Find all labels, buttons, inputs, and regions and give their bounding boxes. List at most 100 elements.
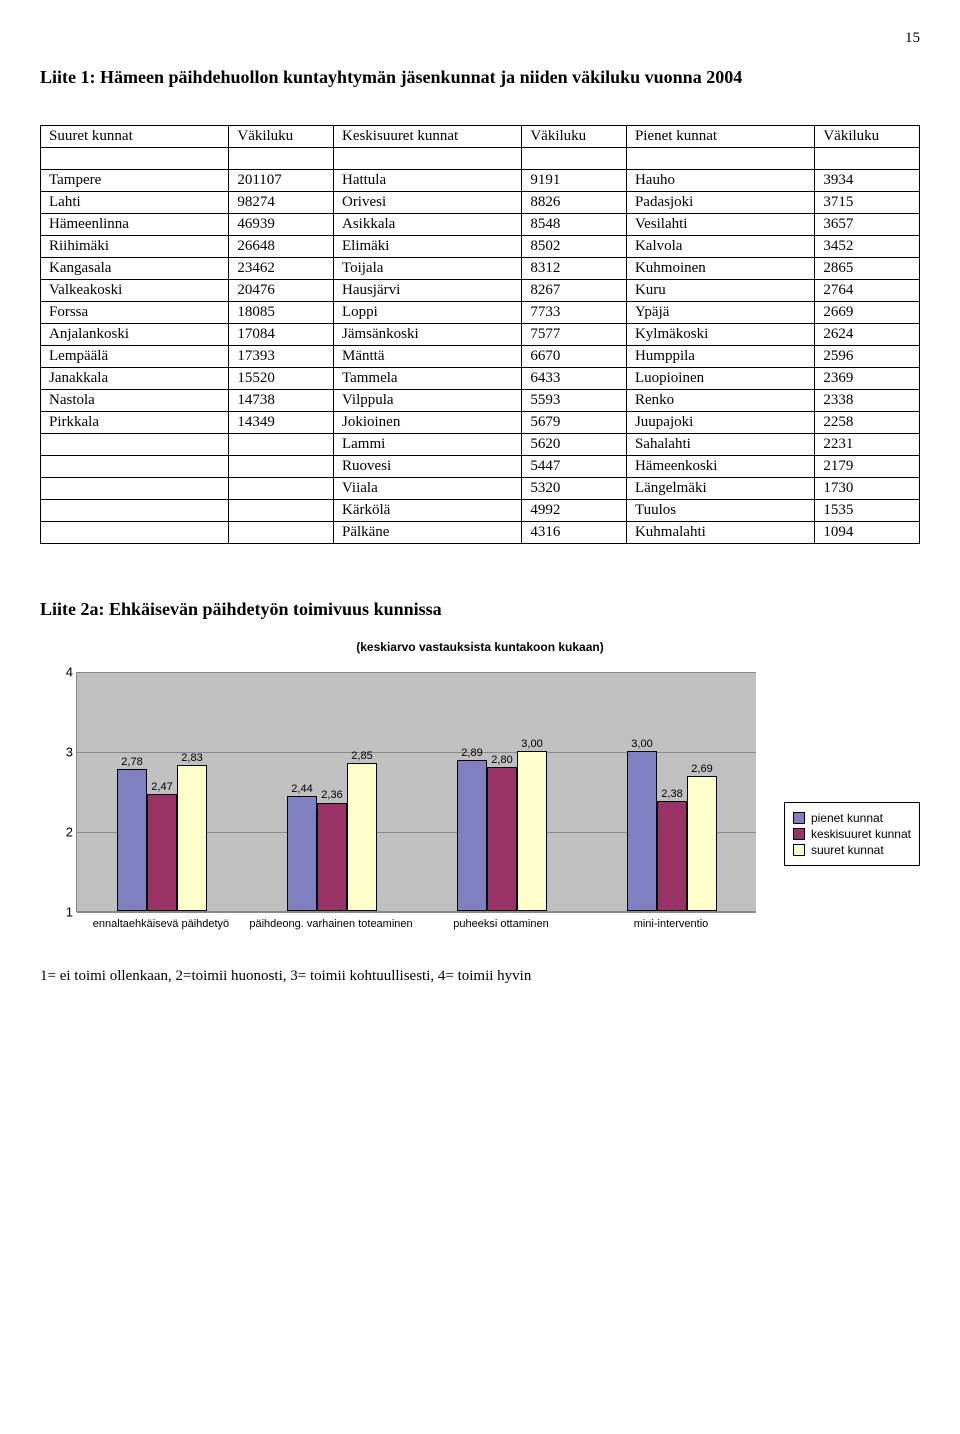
legend-swatch [793, 812, 805, 824]
table-cell [333, 148, 521, 170]
y-tick-label: 2 [55, 825, 73, 840]
table-cell: Viiala [333, 478, 521, 500]
table-row: Kärkölä4992Tuulos1535 [41, 500, 920, 522]
table-cell: Renko [626, 390, 814, 412]
chart-plot: 12342,782,472,832,442,362,852,892,803,00… [76, 672, 756, 912]
table-cell: Kangasala [41, 258, 229, 280]
bar [457, 760, 487, 911]
bar [147, 794, 177, 912]
bar [287, 796, 317, 911]
table-cell [229, 148, 334, 170]
table-cell: 9191 [522, 170, 627, 192]
table-row: Janakkala15520Tammela6433Luopioinen2369 [41, 368, 920, 390]
table-cell: 201107 [229, 170, 334, 192]
table-cell [41, 478, 229, 500]
table-cell: Juupajoki [626, 412, 814, 434]
table-cell: 7733 [522, 302, 627, 324]
table-cell [229, 478, 334, 500]
table-row: Viiala5320Längelmäki1730 [41, 478, 920, 500]
bar-value-label: 2,69 [682, 763, 722, 775]
table-cell: 2669 [815, 302, 920, 324]
table-cell: 2596 [815, 346, 920, 368]
table-cell: Valkeakoski [41, 280, 229, 302]
table-cell: 4316 [522, 522, 627, 544]
gridline [77, 672, 756, 673]
table-cell: 18085 [229, 302, 334, 324]
table-header-cell: Väkiluku [229, 126, 334, 148]
liite1-table: Suuret kunnatVäkilukuKeskisuuret kunnatV… [40, 125, 920, 544]
x-axis-label: ennaltaehkäisevä päihdetyö [76, 918, 246, 931]
table-row: Valkeakoski20476Hausjärvi8267Kuru2764 [41, 280, 920, 302]
x-axis-label: päihdeong. varhainen toteaminen [246, 918, 416, 931]
table-cell: Ruovesi [333, 456, 521, 478]
bar [517, 751, 547, 911]
table-cell: Lempäälä [41, 346, 229, 368]
table-cell: 15520 [229, 368, 334, 390]
table-cell: Lahti [41, 192, 229, 214]
legend-swatch [793, 844, 805, 856]
table-cell: Loppi [333, 302, 521, 324]
table-cell: Janakkala [41, 368, 229, 390]
table-cell: 6670 [522, 346, 627, 368]
table-cell: 8267 [522, 280, 627, 302]
table-cell: 8548 [522, 214, 627, 236]
table-cell: Jokioinen [333, 412, 521, 434]
table-cell: Hattula [333, 170, 521, 192]
table-cell: 3657 [815, 214, 920, 236]
table-cell [229, 434, 334, 456]
table-cell: Lammi [333, 434, 521, 456]
table-cell [41, 500, 229, 522]
chart-footnote: 1= ei toimi ollenkaan, 2=toimii huonosti… [40, 968, 920, 985]
table-cell [229, 456, 334, 478]
table-cell: 2369 [815, 368, 920, 390]
table-cell: 3715 [815, 192, 920, 214]
bar-value-label: 2,85 [342, 750, 382, 762]
table-cell: Kuhmalahti [626, 522, 814, 544]
bar-value-label: 3,00 [512, 738, 552, 750]
table-cell: 1094 [815, 522, 920, 544]
table-row: Lempäälä17393Mänttä6670Humppila2596 [41, 346, 920, 368]
table-cell [229, 500, 334, 522]
table-cell: Sahalahti [626, 434, 814, 456]
table-cell: Vilppula [333, 390, 521, 412]
table-cell: Hausjärvi [333, 280, 521, 302]
bar [177, 765, 207, 911]
table-cell: Toijala [333, 258, 521, 280]
legend-item: pienet kunnat [793, 811, 911, 825]
legend-swatch [793, 828, 805, 840]
table-header-row: Suuret kunnatVäkilukuKeskisuuret kunnatV… [41, 126, 920, 148]
table-cell: Asikkala [333, 214, 521, 236]
table-cell: 2179 [815, 456, 920, 478]
table-row: Riihimäki26648Elimäki8502Kalvola3452 [41, 236, 920, 258]
table-cell: 3452 [815, 236, 920, 258]
table-cell: 2764 [815, 280, 920, 302]
table-cell [41, 434, 229, 456]
table-row: Ruovesi5447Hämeenkoski2179 [41, 456, 920, 478]
table-cell [41, 456, 229, 478]
bar-value-label: 2,38 [652, 788, 692, 800]
table-cell: 2231 [815, 434, 920, 456]
table-cell: 17393 [229, 346, 334, 368]
table-cell [229, 522, 334, 544]
table-row: Anjalankoski17084Jämsänkoski7577Kylmäkos… [41, 324, 920, 346]
table-cell: 4992 [522, 500, 627, 522]
table-cell: 2624 [815, 324, 920, 346]
table-cell: Kuru [626, 280, 814, 302]
chart: 12342,782,472,832,442,362,852,892,803,00… [40, 662, 920, 962]
table-cell: 23462 [229, 258, 334, 280]
bar [487, 767, 517, 911]
table-cell: 8502 [522, 236, 627, 258]
legend-item: suuret kunnat [793, 843, 911, 857]
liite2-title: Liite 2a: Ehkäisevän päihdetyön toimivuu… [40, 599, 920, 620]
table-cell: Hämeenkoski [626, 456, 814, 478]
table-cell: 2338 [815, 390, 920, 412]
table-cell: Pälkäne [333, 522, 521, 544]
table-cell: Tuulos [626, 500, 814, 522]
table-cell: Vesilahti [626, 214, 814, 236]
table-cell [41, 148, 229, 170]
bar [627, 751, 657, 911]
table-row: Nastola14738Vilppula5593Renko2338 [41, 390, 920, 412]
chart-legend: pienet kunnatkeskisuuret kunnatsuuret ku… [784, 802, 920, 866]
table-cell: Kärkölä [333, 500, 521, 522]
legend-label: suuret kunnat [811, 843, 884, 857]
